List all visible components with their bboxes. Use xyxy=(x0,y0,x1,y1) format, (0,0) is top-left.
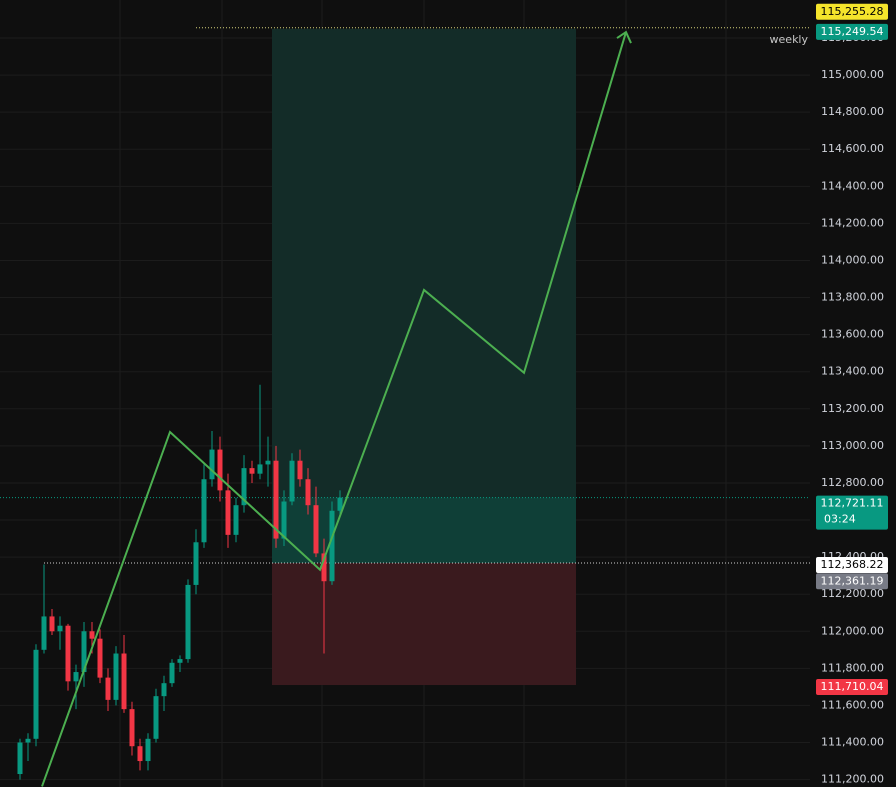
candle-body xyxy=(321,553,327,582)
projection-arrowhead xyxy=(616,30,632,44)
candle-body xyxy=(57,625,63,632)
candle-body xyxy=(113,653,119,700)
price-axis xyxy=(810,0,896,787)
y-tick-label: 114,600.00 xyxy=(821,142,884,155)
y-tick-label: 111,600.00 xyxy=(821,698,884,711)
countdown-label: 03:24 xyxy=(824,513,856,526)
candle-body xyxy=(41,616,47,650)
candle-body xyxy=(249,468,255,474)
candle-body xyxy=(73,672,79,682)
candle-body xyxy=(161,683,167,697)
candle-body xyxy=(201,479,207,543)
price-label-box xyxy=(816,3,888,20)
y-tick-label: 111,200.00 xyxy=(821,773,884,786)
y-tick-label: 114,400.00 xyxy=(821,179,884,192)
y-tick-label: 113,600.00 xyxy=(821,328,884,341)
candle-body xyxy=(121,653,127,710)
candle-body xyxy=(225,490,231,535)
y-tick-label: 113,200.00 xyxy=(821,402,884,415)
candle-body xyxy=(17,742,23,775)
y-tick-label: 112,200.00 xyxy=(821,587,884,600)
candle-body xyxy=(193,542,199,585)
candle-body xyxy=(297,460,303,480)
candle-body xyxy=(49,616,55,632)
interval-label: weekly xyxy=(770,33,809,46)
y-tick-label: 114,800.00 xyxy=(821,105,884,118)
candle-body xyxy=(33,649,39,739)
y-tick-label: 115,000.00 xyxy=(821,68,884,81)
y-tick-label: 111,800.00 xyxy=(821,661,884,674)
candle-body xyxy=(313,505,319,554)
price-label-box xyxy=(816,557,888,574)
candle-body xyxy=(257,464,263,474)
open-profit-zone xyxy=(272,497,576,564)
candle-body xyxy=(233,505,239,535)
candle-body xyxy=(97,638,103,678)
candle-body xyxy=(265,460,271,465)
candle-body xyxy=(129,709,135,747)
candle-body xyxy=(273,460,279,539)
price-label: 111,710.04 xyxy=(821,680,884,693)
price-label-box xyxy=(816,573,888,590)
price-label-box xyxy=(816,679,888,696)
candle-body xyxy=(241,468,247,506)
projection-path xyxy=(41,31,627,787)
candle-body xyxy=(81,631,87,673)
candle-body xyxy=(137,746,143,762)
candle-body xyxy=(217,449,223,491)
candle-body xyxy=(337,497,343,511)
candle-body xyxy=(89,631,95,639)
candle-body xyxy=(145,738,151,762)
candle-body xyxy=(65,625,71,682)
y-tick-label: 112,800.00 xyxy=(821,476,884,489)
candle-body xyxy=(289,460,295,502)
price-label-box xyxy=(816,495,888,530)
target-zone xyxy=(272,28,576,564)
candle-body xyxy=(305,479,311,506)
y-tick-label: 114,200.00 xyxy=(821,216,884,229)
candle-body xyxy=(185,584,191,660)
y-tick-label: 113,400.00 xyxy=(821,365,884,378)
price-label: 115,255.28 xyxy=(821,5,884,18)
candle-body xyxy=(209,449,215,480)
price-label: 112,721.11 xyxy=(821,497,884,510)
candle-body xyxy=(329,510,335,582)
price-label: 115,249.54 xyxy=(821,25,884,38)
y-tick-label: 113,000.00 xyxy=(821,439,884,452)
y-tick-label: 111,400.00 xyxy=(821,736,884,749)
price-label: 112,361.19 xyxy=(821,574,884,587)
y-tick-label: 114,000.00 xyxy=(821,253,884,266)
y-tick-label: 113,800.00 xyxy=(821,291,884,304)
price-label: 112,368.22 xyxy=(821,558,884,571)
candle-body xyxy=(169,662,175,684)
candle-body xyxy=(25,738,31,743)
price-label-box xyxy=(816,23,888,40)
candle-body xyxy=(105,677,111,700)
candle-body xyxy=(153,696,159,739)
y-tick-label: 112,000.00 xyxy=(821,624,884,637)
candle-body xyxy=(177,659,183,663)
stop-zone xyxy=(272,563,576,686)
candle-body xyxy=(281,501,287,539)
